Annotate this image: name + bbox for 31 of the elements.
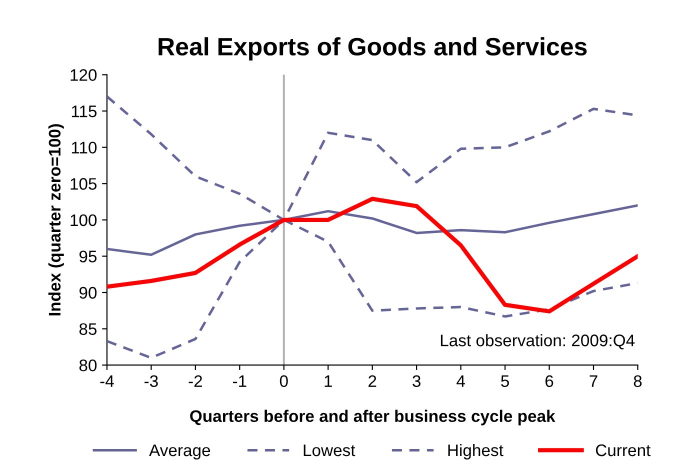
x-tick-label: 6 xyxy=(545,375,554,388)
y-tick-label: 100 xyxy=(70,214,97,226)
x-axis-title: Quarters before and after business cycle peak xyxy=(190,410,556,426)
y-axis-title: Index (quarter zero=100) xyxy=(48,124,64,316)
x-tick-label: 8 xyxy=(634,375,642,388)
x-tick-label: -4 xyxy=(100,375,114,387)
y-tick-label: 85 xyxy=(79,323,97,335)
y-tick-label: 80 xyxy=(79,359,97,372)
x-tick-label: 7 xyxy=(590,375,598,387)
line-series xyxy=(106,196,638,314)
y-tick-label: 90 xyxy=(79,286,97,299)
y-tick-label: 95 xyxy=(79,250,97,262)
x-tick-label: 5 xyxy=(501,375,509,388)
legend-label: Highest xyxy=(448,444,504,460)
x-tick-label: 3 xyxy=(412,375,420,388)
legend-label: Current xyxy=(596,444,651,456)
legend-label: Lowest xyxy=(304,444,356,456)
x-tick-label: 1 xyxy=(324,375,332,387)
y-tick-label: 120 xyxy=(70,69,97,81)
chart-title: Real Exports of Goods and Services xyxy=(158,37,587,60)
y-tick-label: 115 xyxy=(72,106,97,118)
x-tick-label: 2 xyxy=(368,375,376,387)
x-tick-label: -1 xyxy=(232,375,246,387)
y-tick-label: 110 xyxy=(72,142,97,154)
x-tick-label: 4 xyxy=(456,375,465,387)
annotation: Last observation: 2009:Q4 xyxy=(440,334,635,350)
y-tick-label: 105 xyxy=(70,178,97,190)
legend-label: Average xyxy=(149,444,210,460)
x-tick-label: -3 xyxy=(144,375,158,388)
x-tick-label: -2 xyxy=(188,375,202,387)
x-tick-label: 0 xyxy=(280,375,288,388)
